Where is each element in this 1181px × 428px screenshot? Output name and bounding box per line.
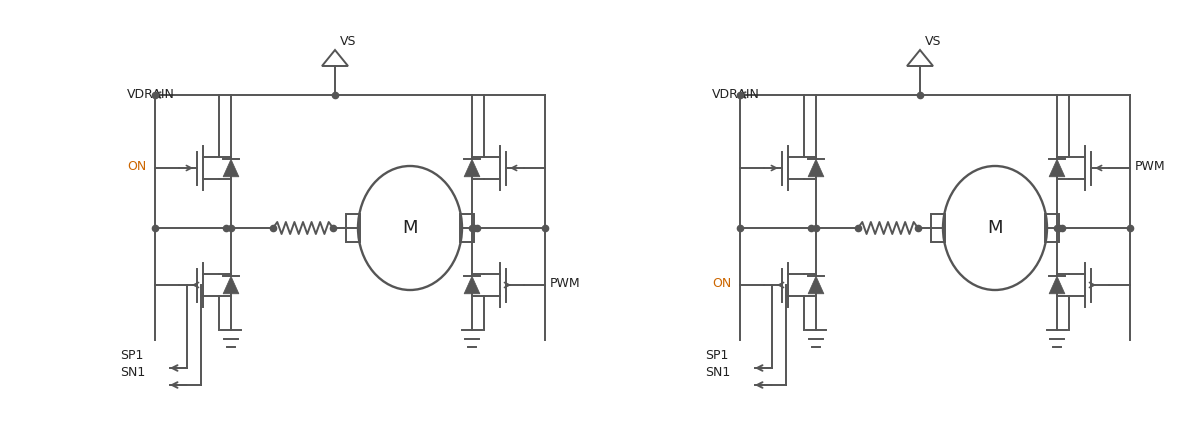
Polygon shape (464, 276, 479, 294)
Text: VS: VS (925, 35, 941, 48)
Text: SP1: SP1 (120, 349, 143, 362)
Polygon shape (808, 159, 824, 177)
Text: SP1: SP1 (705, 349, 729, 362)
Text: VDRAIN: VDRAIN (712, 88, 759, 101)
Bar (346, 214, 360, 242)
Bar (461, 214, 474, 242)
Text: ON: ON (712, 277, 731, 290)
Ellipse shape (942, 166, 1048, 290)
Polygon shape (223, 159, 239, 177)
Text: PWM: PWM (1135, 160, 1166, 173)
Polygon shape (808, 276, 824, 294)
Text: PWM: PWM (550, 277, 581, 290)
Polygon shape (464, 159, 479, 177)
Text: VS: VS (340, 35, 357, 48)
Bar (1045, 214, 1059, 242)
Text: SN1: SN1 (120, 366, 145, 379)
Text: ON: ON (128, 160, 146, 173)
Text: M: M (987, 219, 1003, 237)
Text: VDRAIN: VDRAIN (128, 88, 175, 101)
Polygon shape (1049, 276, 1065, 294)
Text: M: M (403, 219, 418, 237)
Polygon shape (1049, 159, 1065, 177)
Bar (931, 214, 945, 242)
Text: SN1: SN1 (705, 366, 730, 379)
Polygon shape (223, 276, 239, 294)
Ellipse shape (358, 166, 462, 290)
